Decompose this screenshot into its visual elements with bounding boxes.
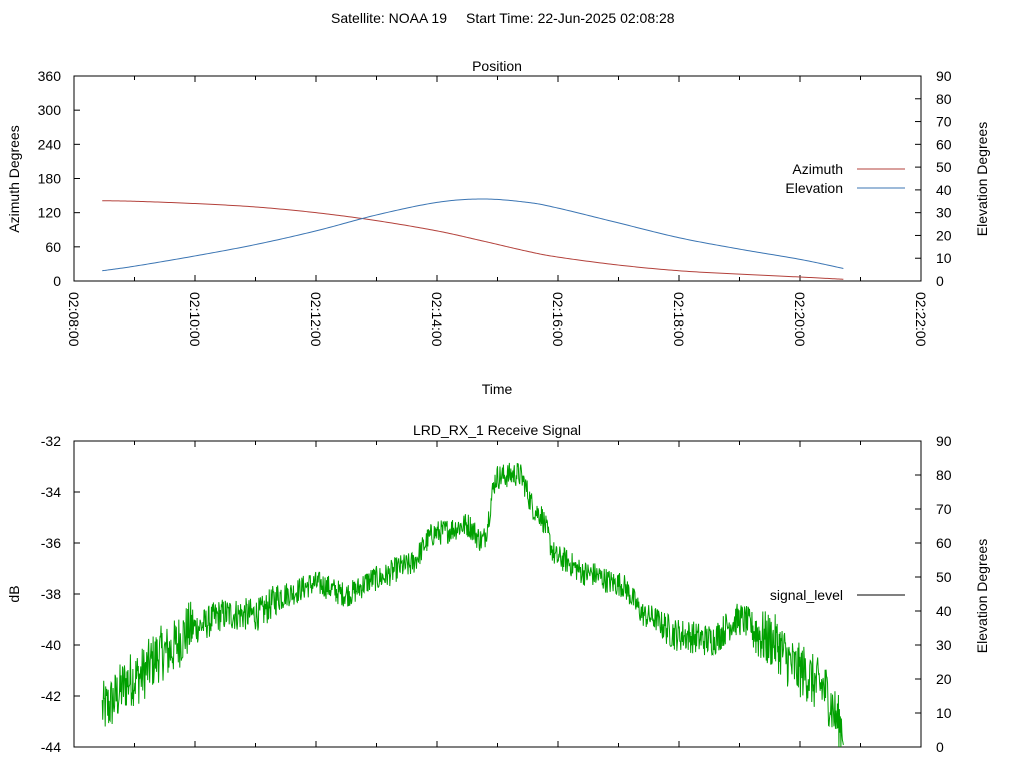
position-right-tick-label: 20 <box>936 227 952 243</box>
position-right-tick-label: 60 <box>936 136 952 152</box>
position-right-tick-label: 50 <box>936 159 952 175</box>
position-time-axis: 02:08:00 02:10:00 02:12:00 02:14:00 02:16:00… <box>66 76 929 347</box>
position-right-tick-label: 0 <box>936 273 944 289</box>
signal-left-tick-label: -32 <box>41 433 61 449</box>
signal-right-tick-label: 70 <box>936 501 952 517</box>
signal-right-tick-label: 80 <box>936 467 952 483</box>
position-right-tick-label: 10 <box>936 250 952 266</box>
signal-left-tick-label: -40 <box>41 637 61 653</box>
position-series <box>102 198 844 280</box>
signal-right-tick-label: 20 <box>936 671 952 687</box>
signal-left-tick-label: -42 <box>41 688 61 704</box>
series-line-signal-level <box>101 462 844 748</box>
position-chart-title: Position <box>472 58 522 74</box>
signal-chart-title: LRD_RX_1 Receive Signal <box>413 422 581 438</box>
position-legend: Azimuth Elevation <box>785 161 905 196</box>
position-right-axis: 0 10 20 30 40 50 60 70 80 90 <box>915 68 952 289</box>
signal-right-tick-label: 30 <box>936 637 952 653</box>
signal-left-tick-label: -38 <box>41 586 61 602</box>
position-right-tick-label: 40 <box>936 182 952 198</box>
legend-label-elevation: Elevation <box>785 180 843 196</box>
series-line-elevation <box>102 198 844 272</box>
position-time-tick-label: 02:10:00 <box>187 292 203 347</box>
position-right-tick-label: 70 <box>936 114 952 130</box>
position-time-tick-label: 02:12:00 <box>308 292 324 347</box>
satellite-label: Satellite: NOAA 19 <box>331 10 447 26</box>
position-left-tick-label: 300 <box>38 102 62 118</box>
position-time-tick-label: 02:14:00 <box>429 292 445 347</box>
position-left-tick-label: 0 <box>53 273 61 289</box>
legend-label-azimuth: Azimuth <box>792 161 843 177</box>
position-left-tick-label: 120 <box>38 205 62 221</box>
position-right-tick-label: 80 <box>936 91 952 107</box>
position-xlabel: Time <box>482 381 513 397</box>
signal-right-tick-label: 40 <box>936 603 952 619</box>
signal-y2label: Elevation Degrees <box>974 539 990 653</box>
signal-left-tick-label: -36 <box>41 535 61 551</box>
position-right-tick-label: 90 <box>936 68 952 84</box>
position-time-tick-label: 02:20:00 <box>792 292 808 347</box>
signal-ylabel: dB <box>6 585 22 602</box>
signal-left-axis: -44 -42 -40 -38 -36 -34 -32 <box>41 433 80 755</box>
signal-right-tick-label: 60 <box>936 535 952 551</box>
position-left-tick-label: 240 <box>38 136 62 152</box>
signal-right-tick-label: 0 <box>936 739 944 755</box>
series-line-azimuth <box>102 200 844 280</box>
signal-right-tick-label: 90 <box>936 433 952 449</box>
position-right-tick-label: 30 <box>936 205 952 221</box>
position-left-tick-label: 180 <box>38 171 62 187</box>
position-left-tick-label: 360 <box>38 68 62 84</box>
signal-left-tick-label: -34 <box>41 484 61 500</box>
start-time-label: Start Time: 22-Jun-2025 02:08:28 <box>466 10 675 26</box>
position-time-tick-label: 02:16:00 <box>550 292 566 347</box>
position-ylabel: Azimuth Degrees <box>6 125 22 232</box>
signal-time-axis <box>73 441 922 747</box>
position-time-tick-label: 02:18:00 <box>671 292 687 347</box>
signal-left-tick-label: -44 <box>41 739 61 755</box>
signal-series <box>101 462 844 748</box>
signal-legend: signal_level <box>770 587 905 603</box>
signal-right-tick-label: 10 <box>936 705 952 721</box>
position-time-tick-label: 02:22:00 <box>913 292 929 347</box>
signal-right-axis: 0 10 20 30 40 50 60 70 80 90 <box>915 433 952 755</box>
position-plot-frame <box>73 75 922 282</box>
position-time-tick-label: 02:08:00 <box>66 292 82 347</box>
position-y2label: Elevation Degrees <box>974 122 990 236</box>
position-left-axis: 0 60 120 180 240 300 360 <box>38 68 80 289</box>
legend-label-signal-level: signal_level <box>770 587 843 603</box>
position-left-tick-label: 60 <box>45 239 61 255</box>
signal-chart: LRD_RX_1 Receive Signal -44-42-40-38-36-… <box>6 422 990 755</box>
position-chart: Position 0 60 120 180 240 300 360 0 10 20 30 40 50 6… <box>6 58 990 397</box>
signal-right-tick-label: 50 <box>936 569 952 585</box>
